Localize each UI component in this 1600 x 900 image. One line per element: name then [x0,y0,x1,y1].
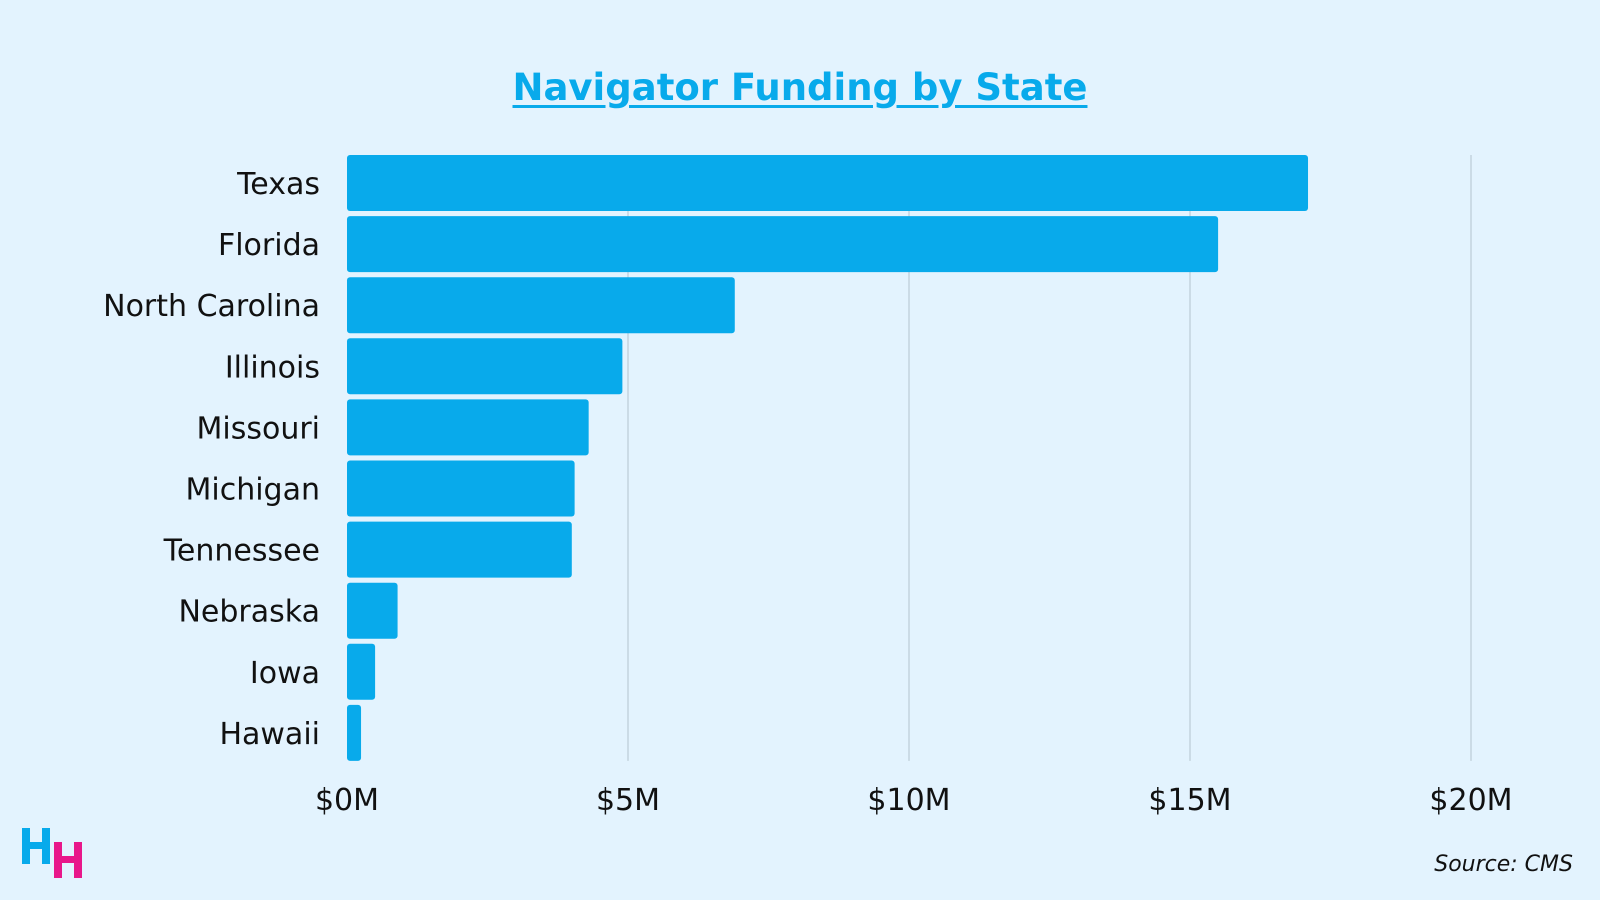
category-label: Michigan [185,473,320,508]
category-label: Nebraska [178,595,320,630]
x-tick-label: $15M [1148,783,1231,818]
bar-nebraska [347,582,398,639]
category-label: Tennessee [163,534,320,569]
x-tick-label: $20M [1429,783,1512,818]
category-label: Texas [236,167,320,202]
category-label: Missouri [196,411,320,446]
x-tick-label: $0M [315,783,379,818]
logo [22,828,82,878]
bar-florida [347,216,1219,273]
bar-michigan [347,460,575,517]
chart-title: Navigator Funding by State [512,66,1088,109]
bar-missouri [347,399,589,456]
bar-hawaii [347,704,362,761]
bar-tennessee [347,521,572,578]
bar-north-carolina [347,277,735,334]
bar-texas [347,155,1309,211]
bar-iowa [347,643,376,700]
source-note: Source: CMS [1434,852,1573,877]
category-label: Iowa [250,656,320,691]
category-label: North Carolina [103,289,320,324]
x-tick-label: $10M [867,783,950,818]
logo-h-blue [22,828,50,864]
category-label: Illinois [225,350,320,385]
bar-illinois [347,338,623,395]
x-tick-label: $5M [596,783,660,818]
logo-h-pink [54,842,82,878]
category-label: Florida [218,228,320,263]
category-label: Hawaii [219,717,320,752]
